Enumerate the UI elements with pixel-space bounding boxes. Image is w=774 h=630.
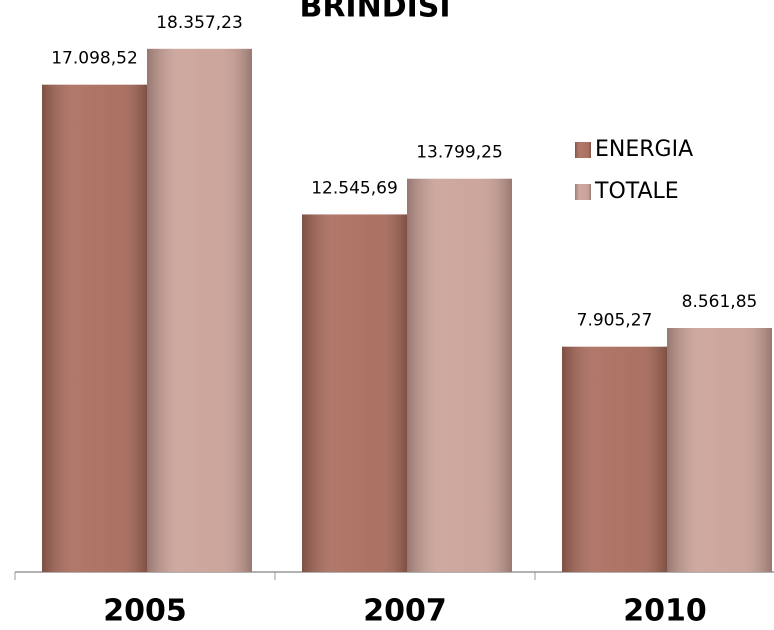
value-label: 8.561,85 xyxy=(682,292,758,312)
value-label: 12.545,69 xyxy=(311,178,398,198)
value-label: 18.357,23 xyxy=(156,13,243,33)
bar-shade xyxy=(147,48,252,572)
legend-label: TOTALE xyxy=(594,179,679,204)
bar-shade xyxy=(562,346,667,572)
bar-shade xyxy=(407,178,512,572)
value-label: 17.098,52 xyxy=(51,49,138,69)
x-tick-label: 2010 xyxy=(623,594,707,629)
bar-shade xyxy=(42,84,147,573)
x-tick-label: 2007 xyxy=(363,594,447,629)
legend-swatch-shade xyxy=(575,184,591,200)
chart-title: BRINDISI xyxy=(299,0,450,25)
value-label: 7.905,27 xyxy=(577,311,653,331)
bar-shade xyxy=(667,327,772,572)
legend-label: ENERGIA xyxy=(595,137,693,162)
x-tick-label: 2005 xyxy=(103,594,187,629)
legend-swatch-shade xyxy=(575,142,591,158)
value-label: 13.799,25 xyxy=(416,143,503,163)
bar-shade xyxy=(302,214,407,573)
